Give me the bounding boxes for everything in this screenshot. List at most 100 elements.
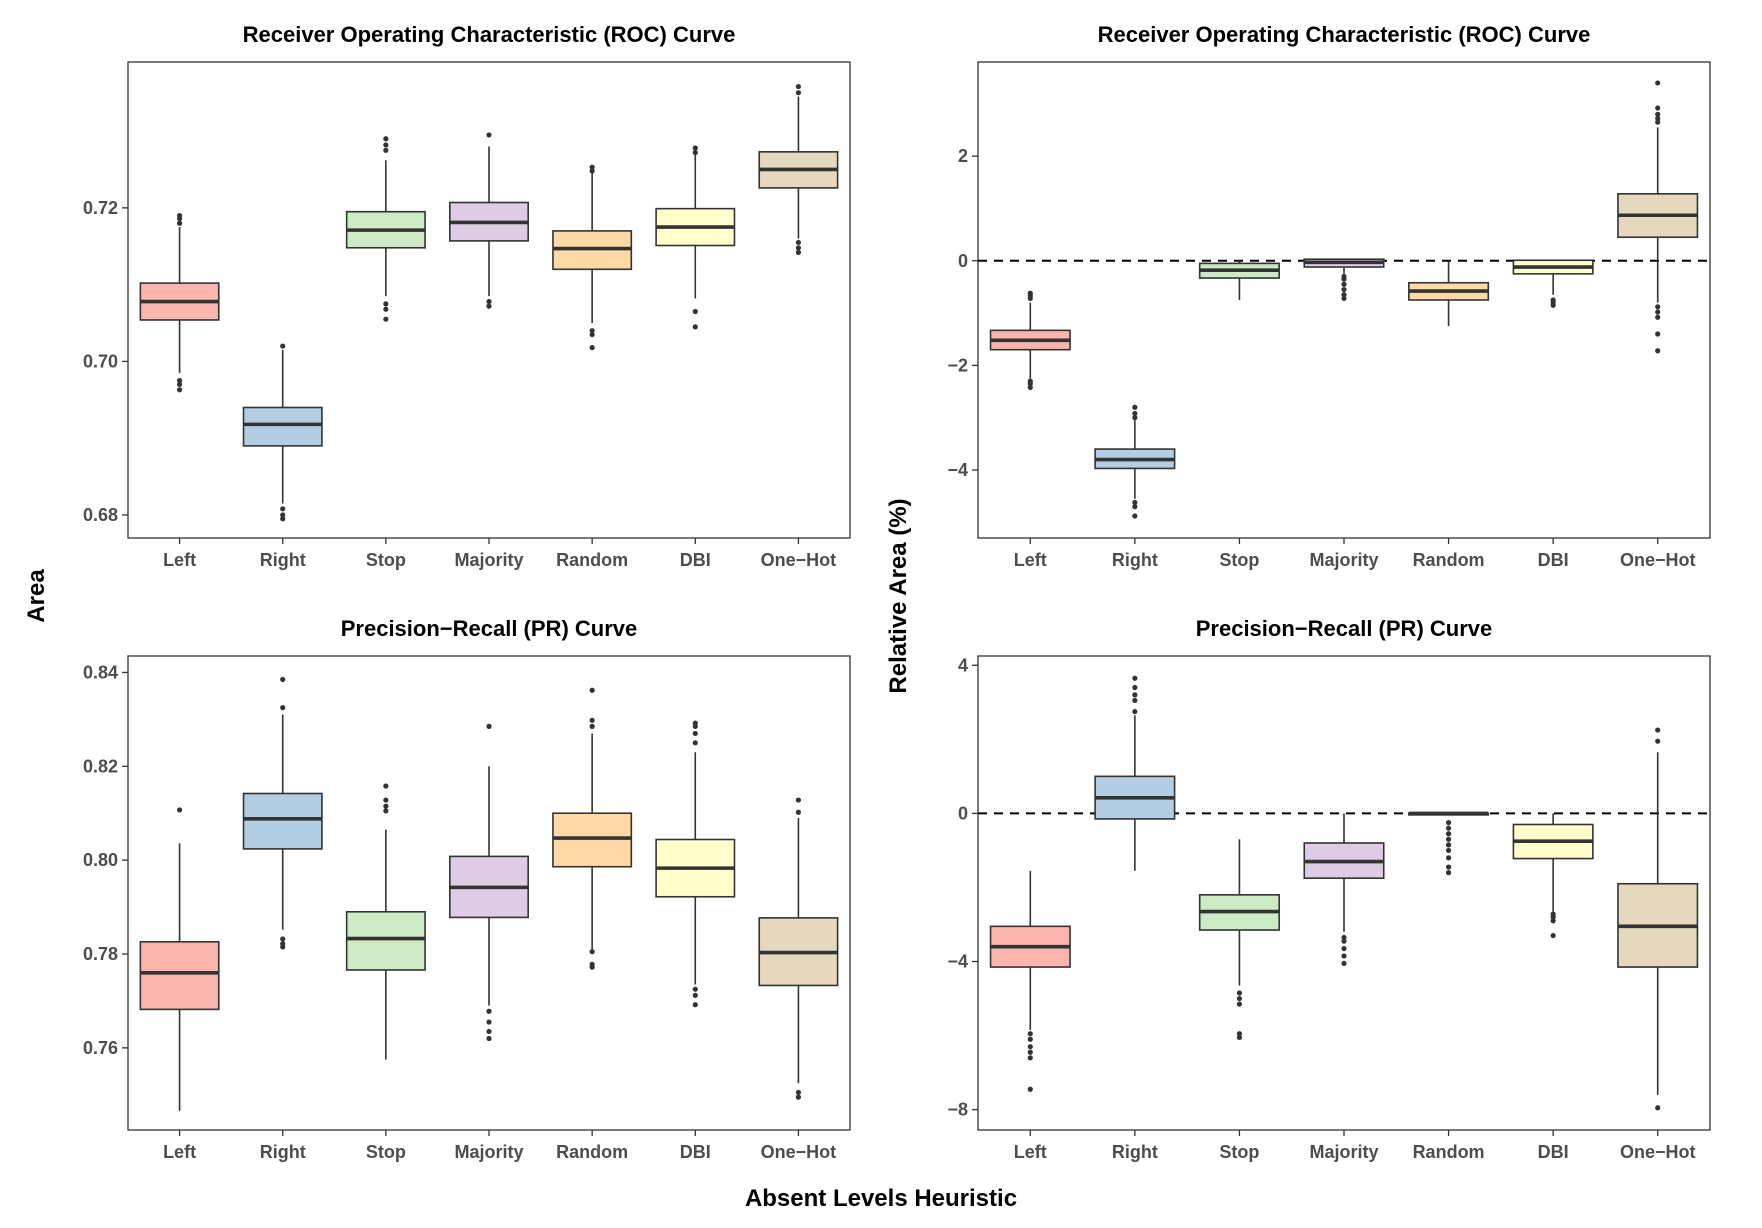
outlier-point xyxy=(589,168,595,174)
outlier-point xyxy=(589,687,595,693)
x-tick-label: Right xyxy=(260,550,306,570)
outlier-point xyxy=(1655,727,1661,733)
outlier-point xyxy=(1655,331,1661,337)
box-random xyxy=(552,164,633,351)
outlier-point xyxy=(383,316,389,322)
outlier-point xyxy=(795,245,802,251)
x-tick-label: DBI xyxy=(1538,1142,1569,1162)
outlier-point xyxy=(1550,911,1556,917)
outlier-point xyxy=(176,212,183,219)
outlier-point xyxy=(1027,1031,1033,1037)
box-random xyxy=(1408,260,1490,327)
box-left xyxy=(989,870,1071,1092)
outlier-point xyxy=(280,516,286,522)
outlier-point xyxy=(1655,119,1661,125)
outlier-point xyxy=(1445,847,1452,854)
box-onehot xyxy=(758,83,839,255)
x-tick-label: Stop xyxy=(1219,1142,1259,1162)
outlier-point xyxy=(795,90,802,96)
outlier-point xyxy=(1655,80,1661,86)
outlier-point xyxy=(692,324,698,330)
box-onehot xyxy=(758,797,839,1100)
outlier-point xyxy=(589,164,595,170)
outlier-point xyxy=(589,717,595,723)
outlier-point xyxy=(589,328,595,334)
outlier-point xyxy=(795,249,802,255)
outlier-point xyxy=(1027,1049,1033,1055)
x-tick-label: One−Hot xyxy=(1620,550,1696,570)
panel-pr-relative: Precision−Recall (PR) Curve −8 −4 0 4 Left Rig… xyxy=(947,616,1711,1162)
outlier-point xyxy=(1655,1105,1661,1111)
y-tick-label: 0.80 xyxy=(83,850,118,870)
outlier-point xyxy=(589,345,595,351)
box-stop xyxy=(1198,260,1280,300)
box-left xyxy=(989,290,1071,390)
box-body xyxy=(139,941,220,1011)
outlier-point xyxy=(1027,290,1033,296)
outlier-point xyxy=(692,1002,698,1008)
outlier-point xyxy=(280,506,286,512)
outlier-point xyxy=(589,949,595,955)
outlier-point xyxy=(1236,1031,1243,1037)
x-tick-label: Left xyxy=(1014,550,1047,570)
y-tick-label: 0 xyxy=(958,251,968,271)
outlier-point xyxy=(795,239,802,246)
outlier-point xyxy=(589,331,595,338)
outlier-point xyxy=(176,387,183,393)
box-stop xyxy=(345,136,426,322)
outlier-point xyxy=(1445,842,1452,848)
outlier-point xyxy=(280,512,286,518)
y-tick-label: 0 xyxy=(958,803,968,823)
box-dbi xyxy=(655,145,736,330)
x-tick-label: Random xyxy=(556,550,628,570)
outlier-point xyxy=(383,147,389,153)
x-tick-label: One−Hot xyxy=(1620,1142,1696,1162)
outlier-point xyxy=(589,723,595,729)
y-tick-label: −4 xyxy=(947,460,968,480)
outlier-point xyxy=(1341,938,1347,944)
outlier-point xyxy=(1132,513,1138,519)
box-body xyxy=(345,910,426,971)
outlier-point xyxy=(795,809,802,815)
outlier-point xyxy=(1132,708,1138,715)
y-tick-label: 0.72 xyxy=(83,198,118,218)
outlier-point xyxy=(692,720,698,726)
outlier-point xyxy=(383,301,389,307)
outlier-point xyxy=(1445,864,1452,870)
y-tick-label: 0.70 xyxy=(83,351,118,371)
outlier-point xyxy=(1027,1044,1033,1050)
outlier-point xyxy=(1132,404,1138,410)
outlier-point xyxy=(1236,990,1243,996)
x-tick-label: Right xyxy=(1112,1142,1158,1162)
x-tick-label: Random xyxy=(1413,1142,1485,1162)
y-tick-label: 0.82 xyxy=(83,756,118,776)
panels-group: Receiver Operating Characteristic (ROC) … xyxy=(83,22,1711,1162)
y-tick-label: 0.78 xyxy=(83,944,118,964)
y-tick-label: 0.84 xyxy=(83,662,118,682)
x-tick-label: Stop xyxy=(1219,550,1259,570)
outlier-point xyxy=(1550,297,1556,303)
box-right xyxy=(242,676,323,950)
outlier-point xyxy=(1132,697,1138,704)
outlier-point xyxy=(1132,415,1138,421)
box-majority xyxy=(1303,813,1385,966)
outlier-point xyxy=(383,136,389,142)
outlier-point xyxy=(1236,995,1243,1002)
outlier-point xyxy=(1132,499,1138,506)
outlier-point xyxy=(280,676,286,683)
outlier-point xyxy=(1132,692,1138,698)
y-axis-title-right: Relative Area (%) xyxy=(885,498,912,693)
outlier-point xyxy=(1341,295,1347,302)
outlier-point xyxy=(1655,115,1661,122)
outlier-point xyxy=(1027,384,1033,390)
box-onehot xyxy=(1617,80,1699,354)
x-tick-label: Stop xyxy=(366,1142,406,1162)
outlier-point xyxy=(1550,918,1556,924)
outlier-point xyxy=(1027,1086,1033,1092)
outlier-point xyxy=(1445,820,1452,826)
outlier-point xyxy=(486,723,492,729)
x-tick-label: Right xyxy=(1112,550,1158,570)
box-left xyxy=(139,807,220,1111)
x-tick-label: Left xyxy=(1014,1142,1047,1162)
outlier-point xyxy=(1445,831,1452,837)
